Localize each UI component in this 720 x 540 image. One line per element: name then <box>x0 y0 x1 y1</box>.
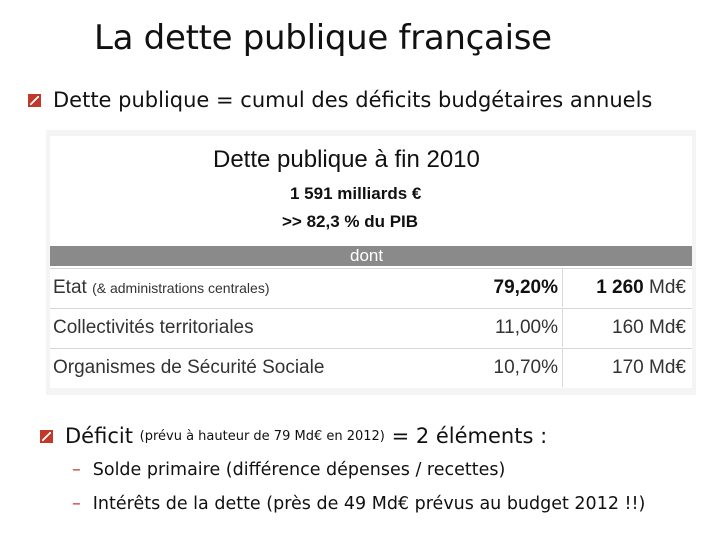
row-label-detail: (& administrations centrales) <box>92 280 270 296</box>
dash-icon: – <box>72 460 81 480</box>
debt-ratio: >> 82,3 % du PIB <box>282 212 419 231</box>
total-debt: 1 591 milliards € <box>290 184 422 203</box>
row-percent: 79,20% <box>493 277 558 298</box>
bullet-dette-publique: Dette publique = cumul des déficits budg… <box>28 88 652 112</box>
bullet-deficit: Déficit (prévu à hauteur de 79 Md€ en 20… <box>40 424 547 448</box>
row-label: Organismes de Sécurité Sociale <box>53 357 325 378</box>
sub-bullet-text: Intérêts de la dette (près de 49 Md€ pré… <box>92 494 646 514</box>
row-amount: 170 Md€ <box>612 357 686 378</box>
sub-bullet-interets: – Intérêts de la dette (près de 49 Md€ p… <box>72 494 645 514</box>
dash-icon: – <box>72 494 81 514</box>
table-row: Collectivités territoriales 11,00% 160 M… <box>50 308 692 347</box>
dont-label: dont <box>350 246 384 265</box>
row-amount-unit: Md€ <box>649 277 686 298</box>
bullet-icon <box>28 93 41 107</box>
row-amount-value: 1 260 <box>596 277 644 298</box>
panel-title: Dette publique à fin 2010 <box>213 146 480 173</box>
sub-bullet-solde: – Solde primaire (différence dépenses / … <box>72 460 505 480</box>
debt-table-image: Dette publique à fin 2010 1 591 milliard… <box>46 130 696 395</box>
row-amount: 160 Md€ <box>612 317 686 338</box>
bullet-icon <box>40 429 53 443</box>
deficit-main: Déficit <box>65 424 133 448</box>
table-row: Etat (& administrations centrales) 79,20… <box>50 268 692 307</box>
deficit-detail: (prévu à hauteur de 79 Md€ en 2012) <box>139 428 385 444</box>
slide-title: La dette publique française <box>94 18 552 58</box>
row-percent: 10,70% <box>493 357 558 378</box>
table-row: Organismes de Sécurité Sociale 10,70% 17… <box>50 348 692 387</box>
bullet-text: Dette publique = cumul des déficits budg… <box>53 88 653 112</box>
row-label: Etat <box>53 277 87 298</box>
row-percent: 11,00% <box>494 317 558 338</box>
row-label: Collectivités territoriales <box>53 317 254 338</box>
sub-bullet-text: Solde primaire (différence dépenses / re… <box>92 460 506 480</box>
dont-header-bar: dont <box>50 246 692 266</box>
deficit-rest: = 2 éléments : <box>391 424 548 448</box>
